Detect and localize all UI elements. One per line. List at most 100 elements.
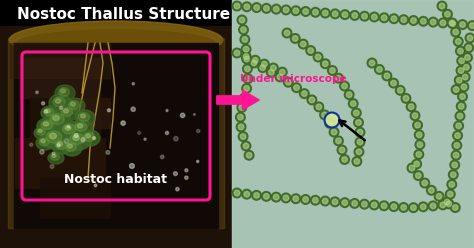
Circle shape (294, 85, 299, 91)
Circle shape (239, 105, 245, 110)
Circle shape (465, 55, 470, 60)
Circle shape (129, 163, 134, 168)
Circle shape (412, 113, 418, 119)
Ellipse shape (46, 109, 50, 113)
Circle shape (401, 205, 406, 210)
Circle shape (340, 81, 349, 91)
Circle shape (173, 172, 177, 176)
Circle shape (454, 121, 464, 131)
Circle shape (336, 138, 341, 144)
Circle shape (342, 12, 348, 17)
Ellipse shape (50, 114, 64, 124)
Circle shape (409, 16, 419, 25)
Ellipse shape (36, 129, 46, 135)
Circle shape (467, 21, 474, 31)
Circle shape (413, 120, 422, 130)
Circle shape (427, 186, 436, 195)
Circle shape (448, 170, 458, 180)
Circle shape (245, 66, 250, 72)
Ellipse shape (41, 121, 53, 129)
Circle shape (391, 16, 397, 22)
Circle shape (241, 52, 251, 61)
Circle shape (243, 46, 249, 52)
Circle shape (369, 60, 375, 66)
Circle shape (303, 197, 309, 202)
Ellipse shape (61, 89, 65, 93)
Circle shape (309, 97, 315, 103)
Circle shape (269, 63, 278, 73)
Circle shape (240, 93, 249, 103)
Circle shape (440, 20, 446, 26)
Circle shape (457, 48, 463, 54)
Circle shape (391, 204, 397, 209)
Circle shape (254, 192, 259, 198)
Ellipse shape (64, 109, 69, 113)
Circle shape (382, 15, 387, 21)
Circle shape (417, 142, 423, 148)
Circle shape (240, 134, 246, 139)
Circle shape (355, 127, 365, 137)
Circle shape (262, 191, 271, 201)
Circle shape (329, 127, 339, 137)
Ellipse shape (57, 142, 63, 146)
Circle shape (238, 124, 244, 130)
Circle shape (322, 198, 328, 204)
Circle shape (346, 92, 352, 97)
Circle shape (389, 14, 399, 24)
Circle shape (292, 83, 301, 93)
Ellipse shape (75, 123, 87, 131)
Circle shape (301, 91, 307, 96)
Circle shape (438, 18, 448, 28)
Circle shape (362, 13, 367, 19)
Circle shape (377, 67, 382, 72)
Circle shape (436, 193, 442, 199)
Circle shape (242, 2, 252, 12)
Circle shape (354, 110, 359, 116)
Circle shape (64, 139, 69, 143)
Circle shape (442, 197, 452, 207)
Circle shape (449, 20, 455, 26)
Circle shape (185, 169, 188, 172)
Bar (40, 178, 110, 218)
Circle shape (403, 95, 409, 101)
Circle shape (356, 120, 361, 125)
Circle shape (448, 19, 457, 29)
Circle shape (415, 140, 425, 150)
Ellipse shape (55, 141, 66, 149)
Circle shape (414, 150, 424, 159)
Ellipse shape (34, 127, 50, 139)
Ellipse shape (65, 130, 91, 150)
Bar (50, 98, 110, 128)
Circle shape (108, 109, 110, 112)
Ellipse shape (38, 129, 42, 132)
Circle shape (416, 152, 421, 157)
Circle shape (430, 203, 436, 209)
Circle shape (451, 85, 461, 94)
Bar (0, 26, 232, 248)
Ellipse shape (58, 121, 82, 139)
Circle shape (242, 95, 247, 101)
Circle shape (419, 17, 428, 26)
Circle shape (239, 25, 248, 34)
Ellipse shape (39, 138, 49, 146)
Circle shape (332, 11, 338, 17)
Circle shape (356, 149, 362, 155)
Circle shape (303, 9, 309, 14)
Circle shape (352, 201, 357, 206)
Circle shape (450, 160, 459, 170)
Ellipse shape (79, 113, 90, 122)
Circle shape (458, 92, 467, 101)
Circle shape (106, 151, 110, 154)
Circle shape (313, 9, 318, 15)
Circle shape (460, 72, 470, 82)
Circle shape (293, 196, 299, 201)
Circle shape (258, 63, 267, 72)
Circle shape (452, 162, 457, 168)
Circle shape (440, 202, 446, 208)
Circle shape (456, 46, 465, 56)
Circle shape (449, 182, 455, 187)
Circle shape (236, 122, 246, 132)
Circle shape (357, 129, 363, 135)
Circle shape (284, 30, 290, 36)
Circle shape (234, 50, 240, 56)
